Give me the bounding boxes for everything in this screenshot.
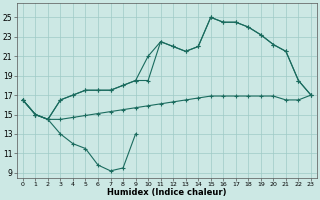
X-axis label: Humidex (Indice chaleur): Humidex (Indice chaleur) xyxy=(107,188,227,197)
